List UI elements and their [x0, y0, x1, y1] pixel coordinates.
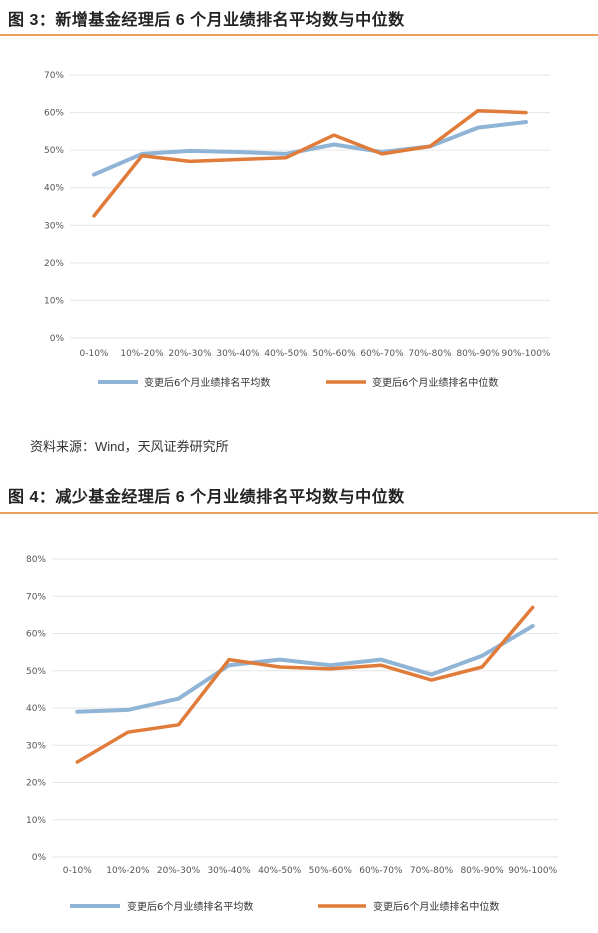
figure-3-title-rule — [0, 34, 598, 36]
y-tick-label: 30% — [44, 221, 64, 231]
x-tick-label: 20%-30% — [157, 866, 201, 876]
figure-3-chart: 0% 10% 20% 30% 40% 50% 60% 70% 0-10% 10%-20% 20%-3… — [44, 71, 551, 389]
legend-median-label: 变更后6个月业绩排名中位数 — [373, 900, 499, 913]
y-tick-label: 40% — [44, 184, 64, 194]
legend-mean-label: 变更后6个月业绩排名平均数 — [127, 900, 253, 913]
figure-3-source: 资料来源：Wind，天风证券研究所 — [30, 439, 229, 454]
x-tick-label: 70%-80% — [408, 349, 452, 359]
x-tick-label: 30%-40% — [207, 866, 251, 876]
y-tick-label: 60% — [26, 630, 46, 640]
x-tick-label: 50%-60% — [312, 349, 356, 359]
legend-median-label: 变更后6个月业绩排名中位数 — [372, 376, 498, 389]
x-tick-label: 10%-20% — [106, 866, 150, 876]
median-series-line — [92, 108, 528, 218]
y-tick-label: 40% — [26, 704, 46, 714]
x-tick-label: 40%-50% — [264, 349, 308, 359]
x-tick-label: 40%-50% — [258, 866, 302, 876]
y-tick-label: 0% — [32, 853, 47, 863]
x-tick-label: 70%-80% — [410, 866, 454, 876]
x-tick-label: 10%-20% — [120, 349, 164, 359]
legend-mean-label: 变更后6个月业绩排名平均数 — [144, 376, 270, 389]
x-tick-label: 0-10% — [63, 866, 92, 876]
y-tick-label: 50% — [26, 667, 46, 677]
x-tick-label: 90%-100% — [502, 349, 551, 359]
median-series-line — [75, 605, 535, 764]
x-tick-label: 80%-90% — [456, 349, 500, 359]
x-tick-label: 90%-100% — [508, 866, 557, 876]
y-tick-label: 30% — [26, 741, 46, 751]
x-tick-label: 60%-70% — [360, 349, 404, 359]
mean-series-line — [75, 624, 535, 714]
figure-4-chart: 0% 10% 20% 30% 40% 50% 60% 70% 80% 0-10% 10%-20% 20… — [26, 555, 558, 913]
x-tick-label: 50%-60% — [309, 866, 353, 876]
y-tick-label: 80% — [26, 555, 46, 565]
y-tick-label: 10% — [26, 816, 46, 826]
y-tick-label: 60% — [44, 109, 64, 119]
x-tick-label: 20%-30% — [168, 349, 212, 359]
y-tick-label: 50% — [44, 146, 64, 156]
x-tick-label: 80%-90% — [460, 866, 504, 876]
figure-3-title: 图 3：新增基金经理后 6 个月业绩排名平均数与中位数 — [8, 12, 405, 29]
y-tick-label: 20% — [26, 779, 46, 789]
y-tick-label: 10% — [44, 296, 64, 306]
y-tick-label: 20% — [44, 259, 64, 269]
y-tick-label: 0% — [50, 334, 65, 344]
y-tick-label: 70% — [26, 592, 46, 602]
x-tick-label: 30%-40% — [216, 349, 260, 359]
y-tick-label: 70% — [44, 71, 64, 81]
figure-4-title-rule — [0, 512, 598, 514]
figure-4-title: 图 4：减少基金经理后 6 个月业绩排名平均数与中位数 — [8, 489, 405, 506]
mean-series-line — [92, 120, 528, 177]
x-tick-label: 60%-70% — [359, 866, 403, 876]
x-tick-label: 0-10% — [80, 349, 109, 359]
